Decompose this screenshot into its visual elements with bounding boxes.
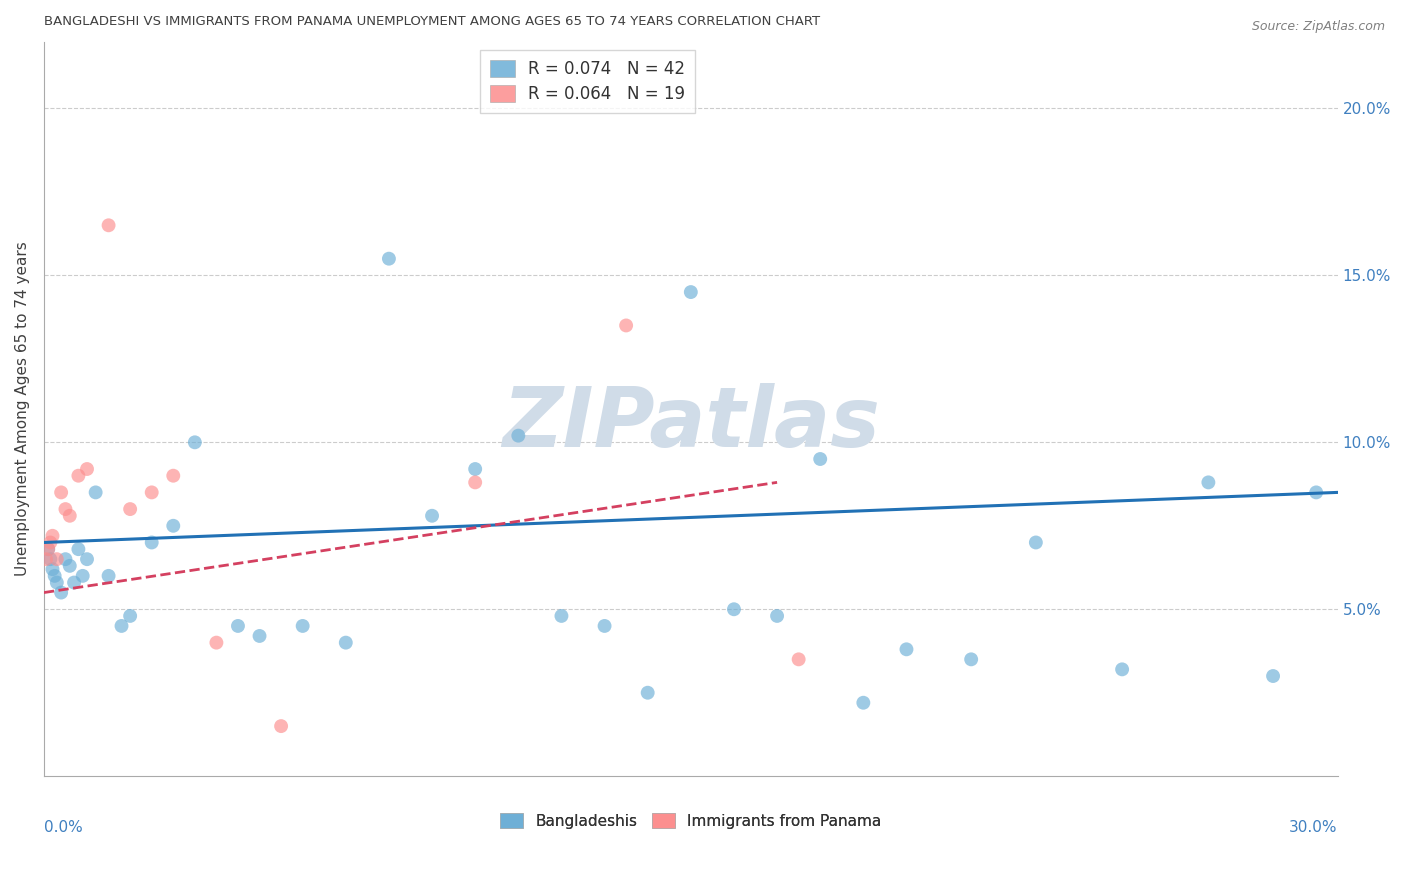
Point — [378, 252, 401, 266]
Point — [593, 619, 616, 633]
Point — [162, 518, 184, 533]
Point — [852, 696, 875, 710]
Point — [120, 502, 142, 516]
Point — [162, 468, 184, 483]
Text: 0.0%: 0.0% — [44, 821, 83, 835]
Point — [39, 535, 62, 549]
Point — [184, 435, 207, 450]
Point — [679, 285, 702, 299]
Point — [35, 552, 58, 566]
Point — [249, 629, 271, 643]
Point — [84, 485, 107, 500]
Point — [335, 635, 357, 649]
Point — [464, 475, 486, 490]
Point — [614, 318, 637, 333]
Point — [55, 552, 77, 566]
Point — [420, 508, 443, 523]
Point — [97, 219, 120, 233]
Point — [637, 686, 659, 700]
Legend: Bangladeshis, Immigrants from Panama: Bangladeshis, Immigrants from Panama — [494, 806, 887, 835]
Point — [141, 535, 163, 549]
Point — [270, 719, 292, 733]
Point — [41, 529, 63, 543]
Text: ZIPatlas: ZIPatlas — [502, 384, 880, 464]
Point — [120, 609, 142, 624]
Point — [63, 575, 86, 590]
Point — [1197, 475, 1219, 490]
Point — [72, 569, 94, 583]
Point — [1111, 662, 1133, 676]
Text: Source: ZipAtlas.com: Source: ZipAtlas.com — [1251, 20, 1385, 33]
Point — [508, 428, 530, 442]
Point — [141, 485, 163, 500]
Point — [787, 652, 810, 666]
Point — [766, 609, 789, 624]
Text: 30.0%: 30.0% — [1289, 821, 1337, 835]
Point — [49, 585, 72, 599]
Point — [44, 569, 66, 583]
Point — [55, 502, 77, 516]
Point — [1261, 669, 1284, 683]
Point — [464, 462, 486, 476]
Point — [49, 485, 72, 500]
Point — [896, 642, 918, 657]
Point — [41, 562, 63, 576]
Point — [67, 468, 90, 483]
Point — [59, 508, 82, 523]
Point — [37, 542, 59, 557]
Point — [37, 542, 59, 557]
Point — [1305, 485, 1327, 500]
Point — [67, 542, 90, 557]
Point — [59, 558, 82, 573]
Point — [960, 652, 983, 666]
Point — [291, 619, 314, 633]
Point — [550, 609, 572, 624]
Point — [97, 569, 120, 583]
Text: BANGLADESHI VS IMMIGRANTS FROM PANAMA UNEMPLOYMENT AMONG AGES 65 TO 74 YEARS COR: BANGLADESHI VS IMMIGRANTS FROM PANAMA UN… — [44, 15, 820, 28]
Point — [39, 552, 62, 566]
Point — [45, 575, 67, 590]
Point — [76, 462, 98, 476]
Point — [808, 452, 831, 467]
Point — [226, 619, 249, 633]
Point — [1025, 535, 1047, 549]
Y-axis label: Unemployment Among Ages 65 to 74 years: Unemployment Among Ages 65 to 74 years — [15, 242, 30, 576]
Point — [723, 602, 745, 616]
Point — [45, 552, 67, 566]
Point — [110, 619, 132, 633]
Point — [76, 552, 98, 566]
Point — [205, 635, 228, 649]
